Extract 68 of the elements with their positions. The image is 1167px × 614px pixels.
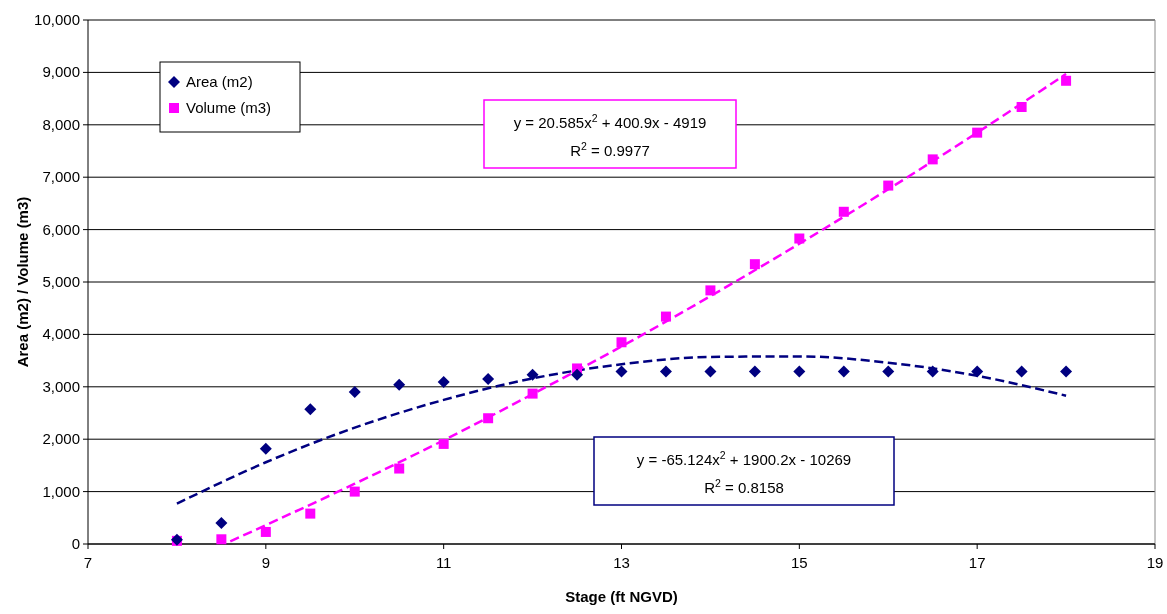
y-axis-title: Area (m2) / Volume (m3): [14, 196, 31, 368]
annotation: y = -65.124x$^{2}$ + 1900.2x - 10269: [636, 449, 852, 468]
point: [971, 365, 984, 378]
point: [483, 413, 494, 424]
annotation: R$^{2}$ = 0.9977: [570, 140, 650, 159]
point: [482, 372, 495, 385]
x-tick-label: 15: [790, 554, 808, 571]
x-axis-title: Stage (ft NGVD): [565, 588, 678, 605]
y-tick-label: 6,000: [42, 220, 80, 238]
point: [394, 463, 405, 474]
point: [527, 388, 538, 399]
point: [305, 508, 316, 519]
equation-box: y = 20.585x$^{2}$ + 400.9x - 4919 R$^{2}$ = 0.9977: [483, 99, 737, 169]
x-tick-label: 19: [1146, 554, 1164, 571]
point: [794, 233, 805, 244]
point: [215, 517, 228, 530]
point: [437, 376, 450, 389]
y-tick-label: 5,000: [42, 273, 80, 290]
point: [348, 386, 361, 399]
point: [749, 259, 760, 270]
point: [748, 365, 761, 378]
y-tick-label: 4,000: [42, 325, 80, 343]
point: [882, 365, 895, 378]
annotation: R$^{2}$ = 0.8158: [704, 477, 784, 496]
point: [1061, 75, 1072, 86]
x-tick-label: 7: [83, 554, 93, 571]
point: [972, 127, 983, 138]
point: [838, 206, 849, 217]
point: [927, 154, 938, 165]
x-tick-label: 17: [968, 554, 986, 571]
annotation: y = 20.585x$^{2}$ + 400.9x - 4919: [513, 112, 707, 131]
point: [349, 486, 360, 497]
legend-label: Volume (m3): [186, 99, 272, 116]
point: [526, 368, 539, 381]
point: [793, 365, 806, 378]
y-tick-label: 3,000: [42, 377, 80, 395]
y-tick-label: 10,000: [34, 11, 80, 28]
y-tick-label: 8,000: [42, 115, 80, 133]
point: [438, 438, 449, 449]
point: [1016, 101, 1027, 112]
point: [304, 403, 317, 416]
point: [659, 365, 672, 378]
x-tick-label: 11: [435, 554, 452, 571]
point: [259, 442, 272, 455]
point: [216, 534, 227, 545]
point: [660, 311, 671, 322]
line-series: [175, 355, 1068, 505]
y-tick-label: 1,000: [42, 482, 80, 500]
point: [616, 337, 627, 348]
point: [705, 285, 716, 296]
legend-label: Area (m2): [186, 73, 253, 90]
point: [926, 365, 939, 378]
x-tick-label: 13: [613, 554, 630, 571]
point: [837, 365, 850, 378]
equation-box: y = -65.124x$^{2}$ + 1900.2x - 10269 R$^{2}$ = 0.8158: [593, 436, 895, 506]
point: [883, 180, 894, 191]
y-tick-label: 0: [71, 535, 80, 552]
y-tick-label: 2,000: [42, 430, 80, 448]
point: [393, 378, 406, 391]
y-tick-label: 9,000: [42, 63, 80, 81]
x-tick-label: 9: [261, 554, 271, 571]
y-tick-label: 7,000: [42, 168, 80, 186]
point: [704, 365, 717, 378]
point: [1060, 365, 1073, 378]
point: [1015, 365, 1028, 378]
point: [615, 365, 628, 378]
point: [260, 526, 271, 537]
point: [571, 368, 584, 381]
